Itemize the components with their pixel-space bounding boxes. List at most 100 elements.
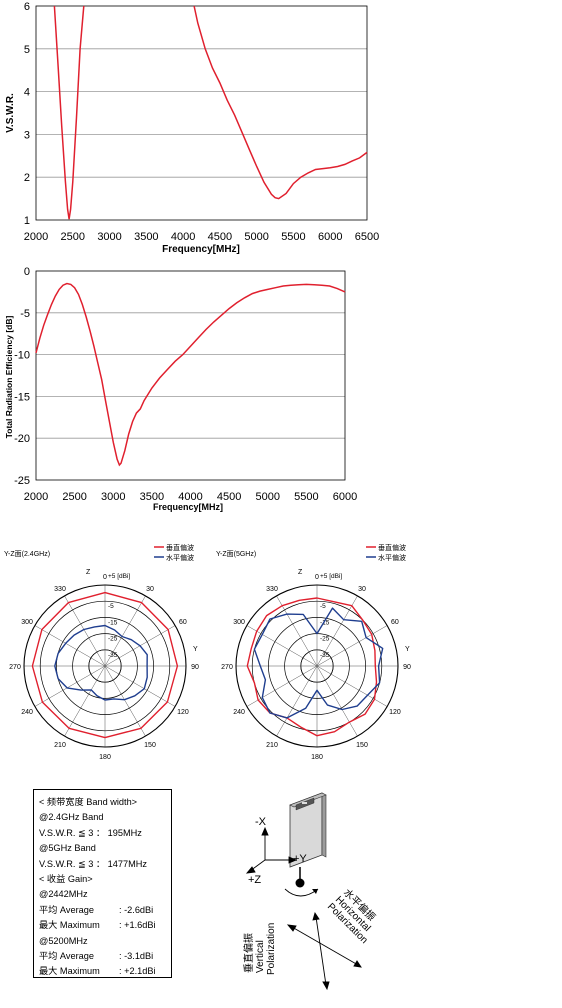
x-tick-label: 3000: [97, 231, 121, 243]
polar2-series: [246, 597, 384, 737]
angle-tick-label: 30: [358, 586, 366, 593]
minus-x-label: -X: [255, 816, 267, 828]
angle-tick-label: 90: [191, 664, 199, 671]
angle-tick-label: 0: [315, 574, 319, 581]
y-tick-label: 6: [24, 1, 30, 13]
x-tick-label: 4500: [217, 491, 241, 503]
avg-5200-row: 平均 Average: -3.1dBi: [39, 949, 171, 964]
y-tick-label: -25: [14, 475, 30, 487]
vswr-y-ticks: 1 2 3 4 5 6: [24, 1, 30, 227]
plus-z-label: +Z: [248, 874, 261, 886]
x-tick-label: 3000: [101, 491, 125, 503]
angle-tick-label: 240: [233, 709, 245, 716]
vswr-5-value: 1477MHz: [107, 858, 147, 869]
vswr-y-axis-label: V.S.W.R.: [5, 93, 16, 133]
max-5200-value: : +2.1dBi: [119, 966, 156, 977]
gain-5200-label: @5200MHz: [39, 935, 88, 946]
x-tick-label: 3500: [134, 231, 158, 243]
angle-tick-label: 270: [221, 664, 233, 671]
gain-header: < 收益 Gain>: [39, 874, 93, 885]
vswr-plot-frame: [35, 5, 368, 221]
vswr-series: [53, 5, 368, 220]
y-tick-label: -15: [14, 391, 30, 403]
polar2-grid: -5 -15 -25 -35 0 30 60 90 120 150 180 210 240 270 300 3…: [221, 574, 411, 761]
avg-2442-row: 平均 Average: -2.6dBi: [39, 903, 171, 918]
polar2-z-label: Z: [298, 569, 303, 576]
ring-label: -35: [320, 652, 330, 659]
polar-series-0: [31, 591, 179, 739]
orientation-diagram: -X +Y +Z 水平偏振 Horizontal Polarization 垂直…: [242, 792, 378, 991]
x-tick-label: 2500: [62, 491, 86, 503]
efficiency-y-axis-label: Total Radiation Efficiency [dB]: [4, 316, 14, 439]
polar2-y-label: Y: [405, 646, 410, 653]
x-tick-label: 4000: [178, 491, 202, 503]
band-24-label: @2.4GHz Band: [39, 812, 104, 823]
x-tick-label: 2000: [24, 231, 48, 243]
polar-series-0: [246, 597, 378, 737]
efficiency-y-ticks: 0 -5 -10 -15 -20 -25: [14, 266, 30, 487]
x-tick-label: 5000: [244, 231, 268, 243]
y-tick-label: 5: [24, 44, 30, 56]
y-tick-label: 2: [24, 172, 30, 184]
polar-ring: [251, 600, 383, 732]
ring-label: -5: [108, 603, 114, 610]
x-tick-label: 6000: [333, 491, 357, 503]
y-tick-label: 3: [24, 129, 30, 141]
vswr-chart: 2000 2500 3000 3500 4000 4500 5000 5500 6000 6500…: [5, 1, 379, 255]
vswr-x-ticks: 2000 2500 3000 3500 4000 4500 5000 5500 6000 6500: [24, 231, 379, 243]
avg-5200-value: : -3.1dBi: [119, 951, 154, 962]
polar2-legend: 垂直偏波 水平偏波: [366, 543, 406, 562]
polar-spoke: [104, 665, 176, 707]
angle-tick-label: 150: [356, 742, 368, 749]
ring-label: -15: [108, 619, 118, 626]
vswr-24-row: V.S.W.R. ≦ 3 ： 195MHz: [39, 826, 171, 841]
polar1-title: Y-Z面(2.4GHz): [4, 550, 50, 558]
y-tick-label: 0: [24, 266, 30, 278]
angle-tick-label: 180: [99, 754, 111, 761]
angle-tick-label: 150: [144, 742, 156, 749]
polar-spoke: [104, 665, 146, 737]
max-5200-label: 最大 Maximum: [39, 966, 100, 977]
polar2-legend-vertical: 垂直偏波: [378, 543, 406, 552]
rotation-mount-icon: [284, 867, 319, 897]
efficiency-grid: [36, 312, 345, 439]
polar-series-1: [54, 624, 148, 701]
polar-ring: [268, 617, 366, 715]
angle-tick-label: 30: [146, 586, 154, 593]
angle-tick-label: 330: [54, 586, 66, 593]
avg-2442-value: : -2.6dBi: [119, 904, 154, 915]
vswr-5-label: V.S.W.R. ≦ 3 ：: [39, 858, 106, 869]
angle-tick-label: 300: [21, 619, 33, 626]
polar-spoke: [64, 665, 106, 737]
polar-spoke: [246, 625, 318, 667]
y-tick-label: -10: [14, 350, 30, 362]
polar1-legend: 垂直偏波 水平偏波: [154, 543, 194, 562]
polar-spoke: [316, 625, 388, 667]
angle-tick-label: 0: [103, 574, 107, 581]
efficiency-plot-frame: [35, 270, 346, 481]
x-tick-label: 2000: [24, 491, 48, 503]
polar-ring: [39, 600, 171, 732]
polar-ring-inner: [300, 649, 334, 683]
x-tick-label: 3500: [140, 491, 164, 503]
max-2442-value: : +1.6dBi: [119, 920, 156, 931]
angle-tick-label: 60: [179, 619, 187, 626]
polar-ring: [23, 584, 187, 748]
x-tick-label: 5500: [281, 231, 305, 243]
efficiency-series: [35, 282, 346, 467]
polar-ring: [72, 633, 138, 699]
series-line-0: [53, 5, 85, 220]
series-line-0: [35, 282, 346, 467]
angle-tick-label: 270: [9, 664, 21, 671]
efficiency-x-axis-label: Frequency[MHz]: [153, 502, 223, 512]
vswr-x-axis-label: Frequency[MHz]: [162, 244, 240, 255]
x-tick-label: 6500: [355, 231, 379, 243]
max-2442-label: 最大 Maximum: [39, 920, 100, 931]
y-tick-label: -20: [14, 433, 30, 445]
gain-2442-label: @2442MHz: [39, 889, 88, 900]
efficiency-x-ticks: 2000 2500 3000 3500 4000 4500 5000 5500 6000: [24, 491, 357, 503]
polar-spoke: [34, 665, 106, 707]
band-width-header: < 频带宽度 Band width>: [39, 797, 138, 807]
polar1-grid: -5 -15 -25 -35 0 30 60 90 120 150 180 210 240 270 300 3…: [9, 574, 199, 761]
axis-arrows-icon: [245, 826, 298, 874]
